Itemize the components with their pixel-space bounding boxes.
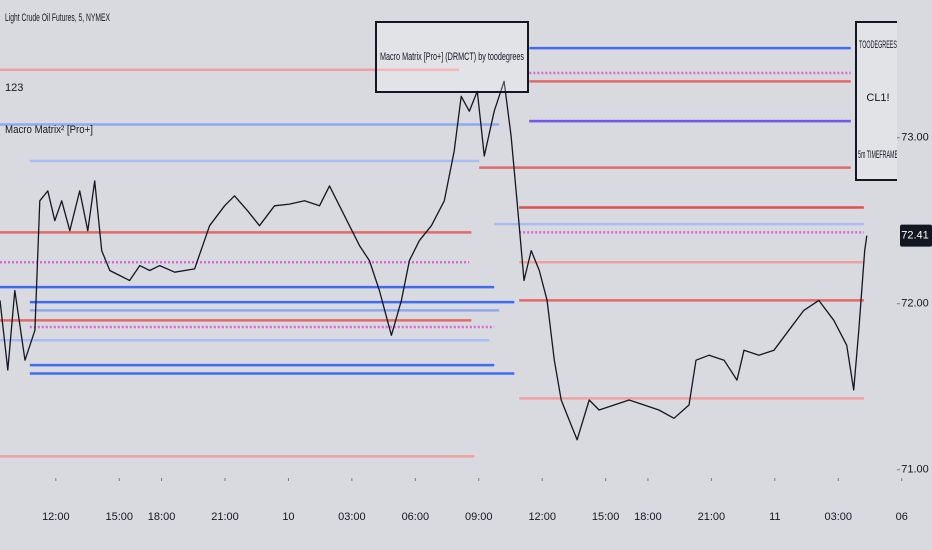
x-tick-label: 03:00 — [825, 511, 853, 523]
x-tick-label: 12:00 — [42, 511, 70, 523]
x-tick-label: 11 — [769, 511, 780, 523]
x-tick-label: 21:00 — [211, 511, 239, 523]
x-tick-label: 18:00 — [148, 511, 176, 523]
x-tick-label: 15:00 — [592, 511, 620, 523]
indicator-name: Macro Matrix² [Pro+] — [5, 124, 93, 136]
watermark-symbol: CL1! — [866, 92, 889, 104]
watermark-timeframe: 5m TIMEFRAME — [858, 149, 898, 161]
annotation-box — [375, 21, 529, 93]
y-tick-label: 72.00 — [901, 298, 929, 310]
chart-subtitle: 123 — [5, 82, 23, 94]
x-tick-label: 09:00 — [465, 511, 493, 523]
last-price-tag — [900, 224, 932, 247]
x-tick-label: 12:00 — [528, 511, 556, 523]
x-tick-label: 10 — [282, 511, 294, 523]
x-tick-label: 06 — [896, 511, 908, 523]
last-price-label: 72.41 — [901, 230, 929, 242]
watermark-box — [855, 21, 901, 181]
price-line — [0, 80, 868, 441]
x-tick-label: 18:00 — [634, 511, 662, 523]
y-tick-label: 71.00 — [901, 464, 929, 476]
annotation: Macro Matrix [Pro+] (DRMCT) by toodegree… — [380, 51, 524, 63]
y-tick-label: 73.00 — [901, 132, 929, 144]
x-tick-label: 03:00 — [338, 511, 366, 523]
x-tick-label: 06:00 — [402, 511, 430, 523]
x-tick-label: 21:00 — [698, 511, 726, 523]
x-tick-label: 15:00 — [106, 511, 134, 523]
chart-title: Light Crude Oil Futures, 5, NYMEX — [5, 12, 110, 24]
watermark-author: TOODEGREES — [859, 39, 897, 51]
